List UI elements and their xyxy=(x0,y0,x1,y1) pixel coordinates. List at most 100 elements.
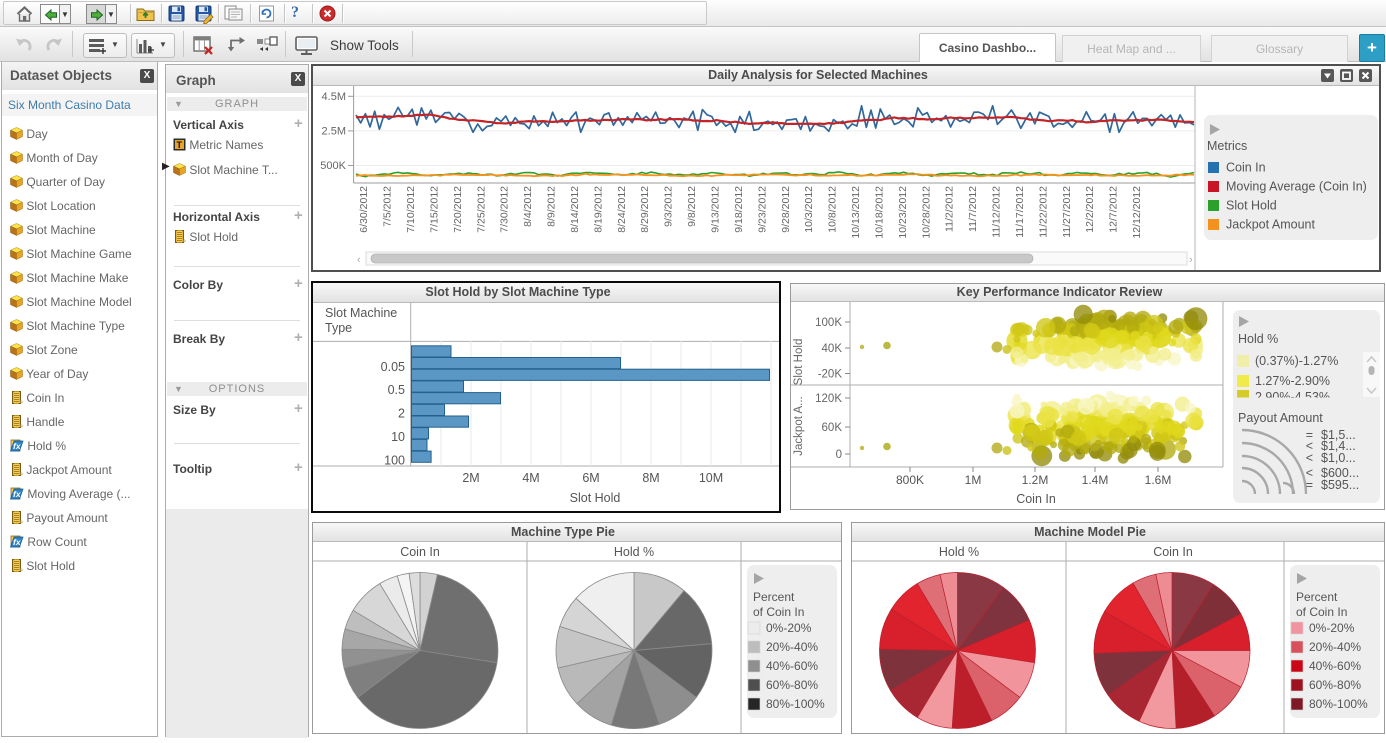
svg-text:9/13/2012: 9/13/2012 xyxy=(710,186,722,233)
svg-text:Slot Machine: Slot Machine xyxy=(325,306,397,320)
svg-text:Coin In: Coin In xyxy=(1016,492,1056,506)
svg-text:100K: 100K xyxy=(815,317,842,329)
svg-text:›: › xyxy=(1189,254,1193,266)
svg-text:12/7/2012: 12/7/2012 xyxy=(1108,186,1120,233)
svg-text:(0.37%)-1.27%: (0.37%)-1.27% xyxy=(1255,354,1338,368)
svg-text:Coin In: Coin In xyxy=(1153,545,1193,559)
svg-text:fx: fx xyxy=(13,441,22,451)
svg-text:12/2/2012: 12/2/2012 xyxy=(1084,186,1096,233)
svg-text:10/28/2012: 10/28/2012 xyxy=(920,186,932,239)
svg-text:10/18/2012: 10/18/2012 xyxy=(873,186,885,239)
svg-text:2: 2 xyxy=(398,407,405,421)
svg-text:0%-20%: 0%-20% xyxy=(1309,621,1355,635)
svg-text:Type: Type xyxy=(325,321,352,335)
svg-text:800K: 800K xyxy=(896,473,924,487)
svg-text:‹: ‹ xyxy=(357,254,361,266)
svg-text:2.5M: 2.5M xyxy=(322,126,346,138)
svg-text:8M: 8M xyxy=(642,471,659,485)
svg-text:11/7/2012: 11/7/2012 xyxy=(967,186,979,232)
svg-text:Jackpot Amount: Jackpot Amount xyxy=(1226,218,1315,232)
svg-text:0: 0 xyxy=(836,449,842,461)
svg-text:11/2/2012: 11/2/2012 xyxy=(944,186,956,232)
svg-text:1.6M: 1.6M xyxy=(1145,473,1172,487)
svg-text:2M: 2M xyxy=(462,471,479,485)
svg-text:Slot Hold: Slot Hold xyxy=(570,491,621,505)
svg-text:10: 10 xyxy=(391,430,405,444)
svg-text:8/29/2012: 8/29/2012 xyxy=(639,186,651,233)
svg-text:10/8/2012: 10/8/2012 xyxy=(827,186,839,233)
svg-text:40%-60%: 40%-60% xyxy=(766,659,818,673)
svg-text:Metrics: Metrics xyxy=(1207,139,1247,153)
svg-text:of Coin In: of Coin In xyxy=(753,605,804,619)
svg-text:10/23/2012: 10/23/2012 xyxy=(897,186,909,239)
svg-text:<: < xyxy=(1306,451,1313,465)
svg-text:7/20/2012: 7/20/2012 xyxy=(452,186,464,233)
svg-text:7/25/2012: 7/25/2012 xyxy=(475,186,487,233)
svg-text:60%-80%: 60%-80% xyxy=(766,678,818,692)
svg-text:8/14/2012: 8/14/2012 xyxy=(569,186,581,233)
svg-text:-20K: -20K xyxy=(818,369,843,381)
svg-text:$595...: $595... xyxy=(1321,478,1359,492)
svg-text:11/27/2012: 11/27/2012 xyxy=(1061,186,1073,238)
svg-text:Moving Average (Coin In): Moving Average (Coin In) xyxy=(1226,180,1367,194)
svg-text:Slot Hold: Slot Hold xyxy=(1226,199,1277,213)
svg-text:Hold %: Hold % xyxy=(614,545,654,559)
svg-text:7/15/2012: 7/15/2012 xyxy=(429,186,441,233)
svg-text:9/3/2012: 9/3/2012 xyxy=(663,186,675,227)
svg-text:9/23/2012: 9/23/2012 xyxy=(756,186,768,233)
svg-text:80%-100%: 80%-100% xyxy=(766,697,825,711)
svg-text:11/22/2012: 11/22/2012 xyxy=(1037,186,1049,238)
svg-text:20%-40%: 20%-40% xyxy=(766,640,818,654)
svg-text:fx: fx xyxy=(13,537,22,547)
svg-text:Hold %: Hold % xyxy=(1238,332,1278,346)
svg-text:100: 100 xyxy=(384,453,405,467)
svg-text:120K: 120K xyxy=(815,393,842,405)
svg-text:0.5: 0.5 xyxy=(388,383,405,397)
svg-text:40%-60%: 40%-60% xyxy=(1309,659,1361,673)
svg-text:1.27%-2.90%: 1.27%-2.90% xyxy=(1255,374,1330,388)
svg-text:1.2M: 1.2M xyxy=(1022,473,1049,487)
svg-text:Payout Amount: Payout Amount xyxy=(1238,411,1323,425)
svg-text:$1,5...: $1,5... xyxy=(1321,428,1356,442)
svg-text:20%-40%: 20%-40% xyxy=(1309,640,1361,654)
svg-text:9/28/2012: 9/28/2012 xyxy=(780,186,792,233)
svg-text:4M: 4M xyxy=(522,471,539,485)
svg-text:Coin In: Coin In xyxy=(1226,161,1266,175)
svg-text:Coin In: Coin In xyxy=(400,545,440,559)
svg-text:8/4/2012: 8/4/2012 xyxy=(522,186,534,227)
svg-text:80%-100%: 80%-100% xyxy=(1309,697,1368,711)
svg-text:fx: fx xyxy=(13,489,22,499)
svg-text:7/30/2012: 7/30/2012 xyxy=(499,186,511,233)
svg-text:0.05: 0.05 xyxy=(381,360,405,374)
svg-text:<: < xyxy=(1306,466,1313,480)
svg-text:9/8/2012: 9/8/2012 xyxy=(686,186,698,227)
svg-text:<: < xyxy=(1306,439,1313,453)
svg-text:$1,0...: $1,0... xyxy=(1321,451,1356,465)
svg-text:60K: 60K xyxy=(822,422,843,434)
svg-text:40K: 40K xyxy=(822,343,843,355)
svg-text:7/10/2012: 7/10/2012 xyxy=(405,186,417,233)
svg-text:T: T xyxy=(177,140,183,150)
svg-text:10/13/2012: 10/13/2012 xyxy=(850,186,862,239)
svg-text:10/3/2012: 10/3/2012 xyxy=(803,186,815,233)
svg-text:Hold %: Hold % xyxy=(939,545,979,559)
svg-text:8/24/2012: 8/24/2012 xyxy=(616,186,628,233)
svg-text:8/19/2012: 8/19/2012 xyxy=(592,186,604,233)
svg-text:10M: 10M xyxy=(699,471,723,485)
svg-text:of Coin In: of Coin In xyxy=(1296,605,1347,619)
svg-text:Jackpot A...: Jackpot A... xyxy=(793,396,805,455)
svg-text:6M: 6M xyxy=(582,471,599,485)
svg-text:Percent: Percent xyxy=(1296,590,1338,604)
svg-text:1.4M: 1.4M xyxy=(1082,473,1109,487)
svg-text:60%-80%: 60%-80% xyxy=(1309,678,1361,692)
svg-text:Percent: Percent xyxy=(753,590,795,604)
svg-text:11/17/2012: 11/17/2012 xyxy=(1014,186,1026,238)
svg-text:9/18/2012: 9/18/2012 xyxy=(733,186,745,233)
svg-text:500K: 500K xyxy=(320,160,346,172)
svg-text:0%-20%: 0%-20% xyxy=(766,621,812,635)
svg-text:11/12/2012: 11/12/2012 xyxy=(991,186,1003,238)
svg-text:=: = xyxy=(1306,428,1313,442)
svg-text:4.5M: 4.5M xyxy=(322,91,346,103)
svg-text:6/30/2012: 6/30/2012 xyxy=(358,186,370,233)
svg-text:7/5/2012: 7/5/2012 xyxy=(382,186,394,227)
